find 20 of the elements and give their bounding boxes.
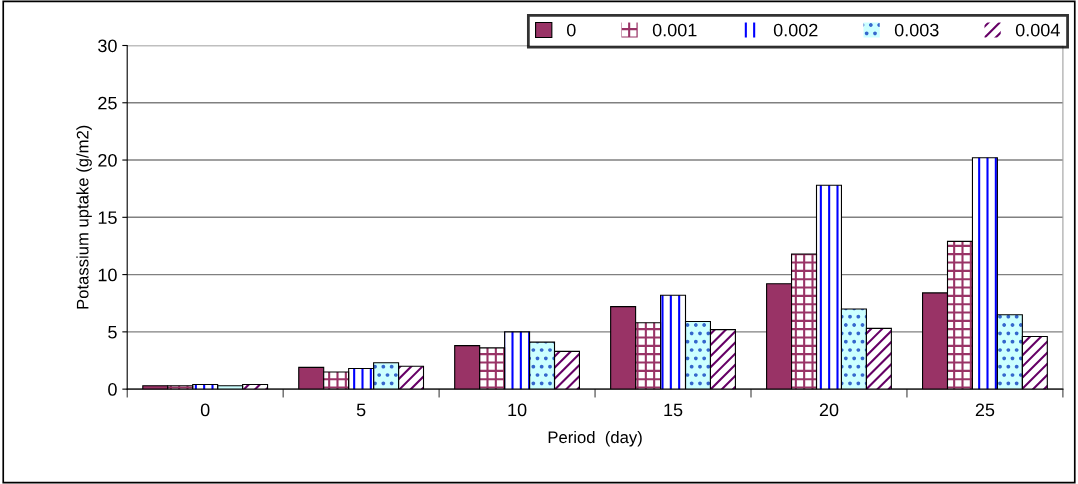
- x-tick-label: 15: [664, 403, 683, 417]
- x-tick-label: 0: [200, 403, 210, 417]
- legend-label: 0.004: [1015, 23, 1060, 37]
- y-tick-label: 5: [108, 325, 117, 339]
- y-tick-label: 15: [98, 211, 117, 225]
- x-tick-label: 25: [975, 403, 995, 417]
- x-tick-label: 20: [819, 403, 839, 417]
- x-tick-label: 5: [356, 403, 366, 417]
- y-tick-label: 20: [98, 153, 117, 167]
- y-axis-title: Potassium uptake (g/m2): [76, 125, 92, 309]
- y-tick-label: 30: [98, 39, 117, 53]
- legend-label: 0: [566, 23, 576, 37]
- y-tick-label: 10: [98, 268, 117, 282]
- legend-label: 0.003: [894, 23, 939, 37]
- y-tick-label: 0: [108, 383, 117, 396]
- legend-label: 0.001: [652, 23, 697, 37]
- legend-label: 0.002: [773, 23, 818, 37]
- y-tick-label: 25: [98, 96, 117, 110]
- x-axis-title: Period (day): [548, 430, 642, 447]
- x-tick-label: 10: [508, 403, 527, 417]
